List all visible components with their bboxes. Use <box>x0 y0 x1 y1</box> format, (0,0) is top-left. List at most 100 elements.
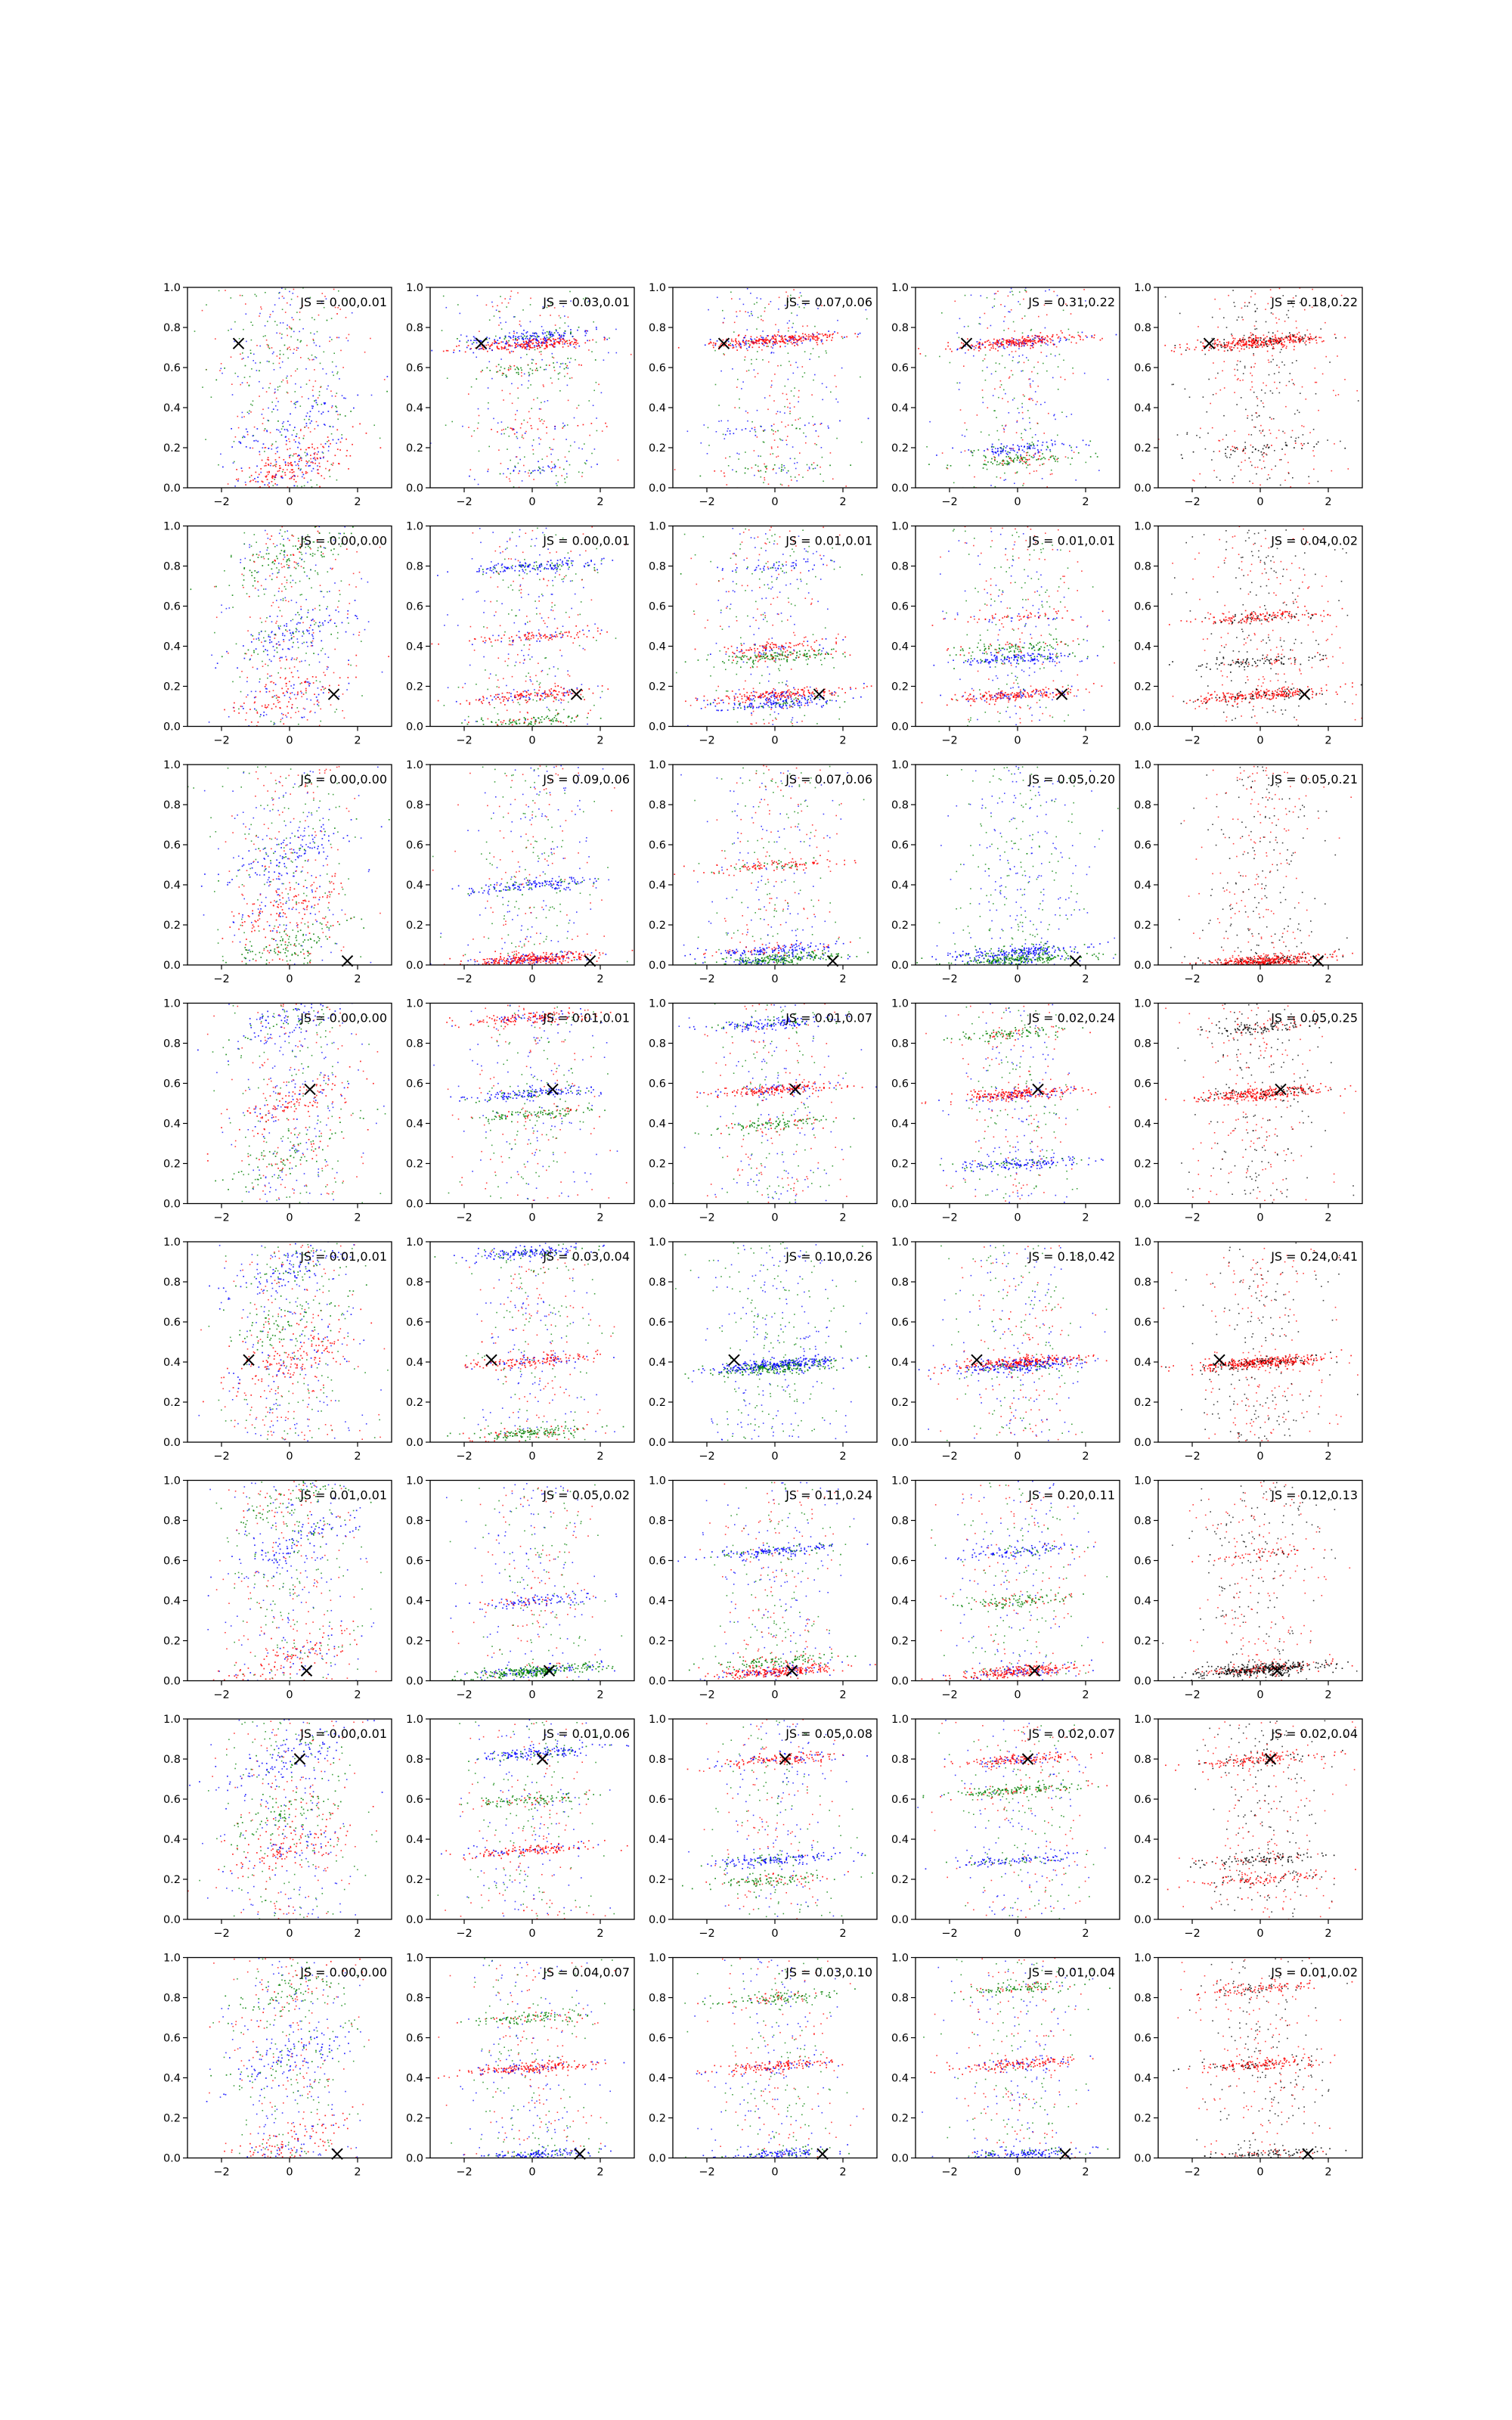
x-tick-label: 2 <box>1325 735 1331 747</box>
js-annotation: JS = 0.01,0.02 <box>1270 1965 1358 1980</box>
x-tick-label: 0 <box>771 1689 778 1702</box>
y-tick-label: 1.0 <box>891 282 909 294</box>
y-tick-label: 0.2 <box>891 920 909 932</box>
x-marker <box>243 1354 255 1367</box>
y-tick-label: 0.6 <box>1134 2033 1151 2045</box>
js-annotation: JS = 0.05,0.08 <box>785 1727 872 1741</box>
x-marker <box>1213 1354 1225 1367</box>
y-tick-label: 1.0 <box>649 1475 666 1488</box>
y-tick-label: 0.0 <box>649 1437 666 1449</box>
y-tick-label: 1.0 <box>406 759 423 771</box>
panel-r3-c1: 0.0 0.2 0.4 0.6 0.8 1.0 −2 0 2 JS = 0.01,0.01 <box>406 998 635 1224</box>
y-tick-label: 0.2 <box>891 1874 909 1886</box>
y-tick-label: 0.8 <box>891 1754 909 1766</box>
x-marker <box>960 337 973 349</box>
y-tick-label: 0.8 <box>406 322 423 334</box>
x-tick-label: −2 <box>699 496 714 508</box>
y-tick-label: 0.6 <box>406 601 423 613</box>
x-tick-label: 0 <box>771 735 778 747</box>
y-tick-label: 1.0 <box>649 1714 666 1726</box>
js-annotation: JS = 0.00,0.00 <box>299 772 387 786</box>
x-tick-label: 0 <box>1256 1928 1263 1940</box>
x-tick-label: 2 <box>596 1450 603 1463</box>
y-tick-label: 0.0 <box>649 1676 666 1688</box>
panel-r0-c4: 0.0 0.2 0.4 0.6 0.8 1.0 −2 0 2 JS = 0.18,0.22 <box>1134 282 1363 508</box>
x-tick-label: 2 <box>596 735 603 747</box>
js-annotation: JS = 0.00,0.00 <box>299 1965 387 1980</box>
y-tick-label: 0.6 <box>1134 1317 1151 1329</box>
y-tick-label: 0.0 <box>891 1676 909 1688</box>
scatter-points <box>207 1480 382 1681</box>
axes-frame <box>187 1956 392 2159</box>
x-tick-label: 0 <box>528 1689 535 1702</box>
x-tick-label: −2 <box>213 1450 229 1463</box>
y-tick-label: 0.8 <box>163 1993 181 2005</box>
x-tick-label: −2 <box>456 1928 472 1940</box>
x-tick-label: −2 <box>941 2167 957 2179</box>
js-annotation: JS = 0.12,0.13 <box>1270 1488 1358 1503</box>
x-tick-label: 2 <box>596 1212 603 1224</box>
x-tick-label: −2 <box>213 735 229 747</box>
y-tick-label: 0.4 <box>891 1596 909 1608</box>
axes-frame <box>1157 1002 1363 1205</box>
axes-frame <box>672 287 878 489</box>
js-annotation: JS = 0.01,0.06 <box>542 1727 630 1741</box>
x-tick-label: 0 <box>1014 1928 1021 1940</box>
x-tick-label: 2 <box>1082 973 1089 985</box>
y-tick-label: 0.2 <box>891 2113 909 2125</box>
x-tick-label: −2 <box>213 496 229 508</box>
x-tick-label: 0 <box>286 2167 293 2179</box>
y-tick-label: 0.8 <box>649 1754 666 1766</box>
x-marker <box>570 688 583 700</box>
y-tick-label: 0.8 <box>163 322 181 334</box>
x-marker <box>971 1354 983 1367</box>
y-tick-label: 1.0 <box>163 521 181 533</box>
y-tick-label: 0.8 <box>406 1754 423 1766</box>
x-tick-label: 2 <box>1082 2167 1089 2179</box>
y-tick-label: 1.0 <box>1134 759 1151 771</box>
y-tick-label: 0.2 <box>163 2113 181 2125</box>
x-tick-label: −2 <box>941 1450 957 1463</box>
x-marker <box>300 1665 313 1677</box>
x-tick-label: −2 <box>699 2167 714 2179</box>
y-tick-label: 0.4 <box>1134 402 1151 414</box>
y-tick-label: 0.4 <box>163 880 181 892</box>
panel-r4-c3: 0.0 0.2 0.4 0.6 0.8 1.0 −2 0 2 JS = 0.18,0.42 <box>891 1236 1120 1463</box>
y-tick-label: 0.0 <box>1134 482 1151 495</box>
panel-r2-c0: 0.0 0.2 0.4 0.6 0.8 1.0 −2 0 2 JS = 0.00,0.00 <box>163 759 392 985</box>
y-tick-label: 0.0 <box>163 1199 181 1211</box>
y-tick-label: 0.0 <box>1134 1914 1151 1926</box>
x-marker <box>1264 1753 1277 1765</box>
x-tick-label: 0 <box>1256 735 1263 747</box>
axes-frame <box>672 764 878 966</box>
x-tick-label: 2 <box>1082 735 1089 747</box>
scatter-points <box>430 765 634 965</box>
y-tick-label: 0.8 <box>406 1038 423 1050</box>
panel-r3-c2: 0.0 0.2 0.4 0.6 0.8 1.0 −2 0 2 JS = 0.01,0.07 <box>649 998 878 1224</box>
x-tick-label: 0 <box>286 973 293 985</box>
y-tick-label: 0.2 <box>649 1159 666 1171</box>
y-tick-label: 0.6 <box>1134 1078 1151 1091</box>
x-tick-label: 0 <box>286 1212 293 1224</box>
y-tick-label: 0.4 <box>1134 1834 1151 1846</box>
scatter-points <box>676 526 872 727</box>
scatter-points <box>1165 1720 1356 1919</box>
x-tick-label: 0 <box>286 1450 293 1463</box>
panel-r6-c0: 0.0 0.2 0.4 0.6 0.8 1.0 −2 0 2 JS = 0.00,0.01 <box>163 1714 392 1940</box>
y-tick-label: 0.8 <box>649 561 666 573</box>
y-tick-label: 1.0 <box>406 521 423 533</box>
x-tick-label: −2 <box>1184 496 1200 508</box>
y-tick-label: 0.2 <box>163 1397 181 1409</box>
axes-frame <box>915 1002 1120 1205</box>
y-tick-label: 0.6 <box>406 839 423 852</box>
y-tick-label: 0.4 <box>649 1834 666 1846</box>
scatter-points <box>438 1958 634 2158</box>
y-tick-label: 0.4 <box>649 2073 666 2085</box>
js-annotation: JS = 0.01,0.01 <box>542 1011 630 1025</box>
y-tick-label: 1.0 <box>649 521 666 533</box>
panel-r3-c0: 0.0 0.2 0.4 0.6 0.8 1.0 −2 0 2 JS = 0.00,0.00 <box>163 998 392 1224</box>
x-tick-label: 2 <box>839 1450 846 1463</box>
x-tick-label: −2 <box>213 1928 229 1940</box>
y-tick-label: 0.2 <box>406 1397 423 1409</box>
x-tick-label: 2 <box>1325 1928 1331 1940</box>
